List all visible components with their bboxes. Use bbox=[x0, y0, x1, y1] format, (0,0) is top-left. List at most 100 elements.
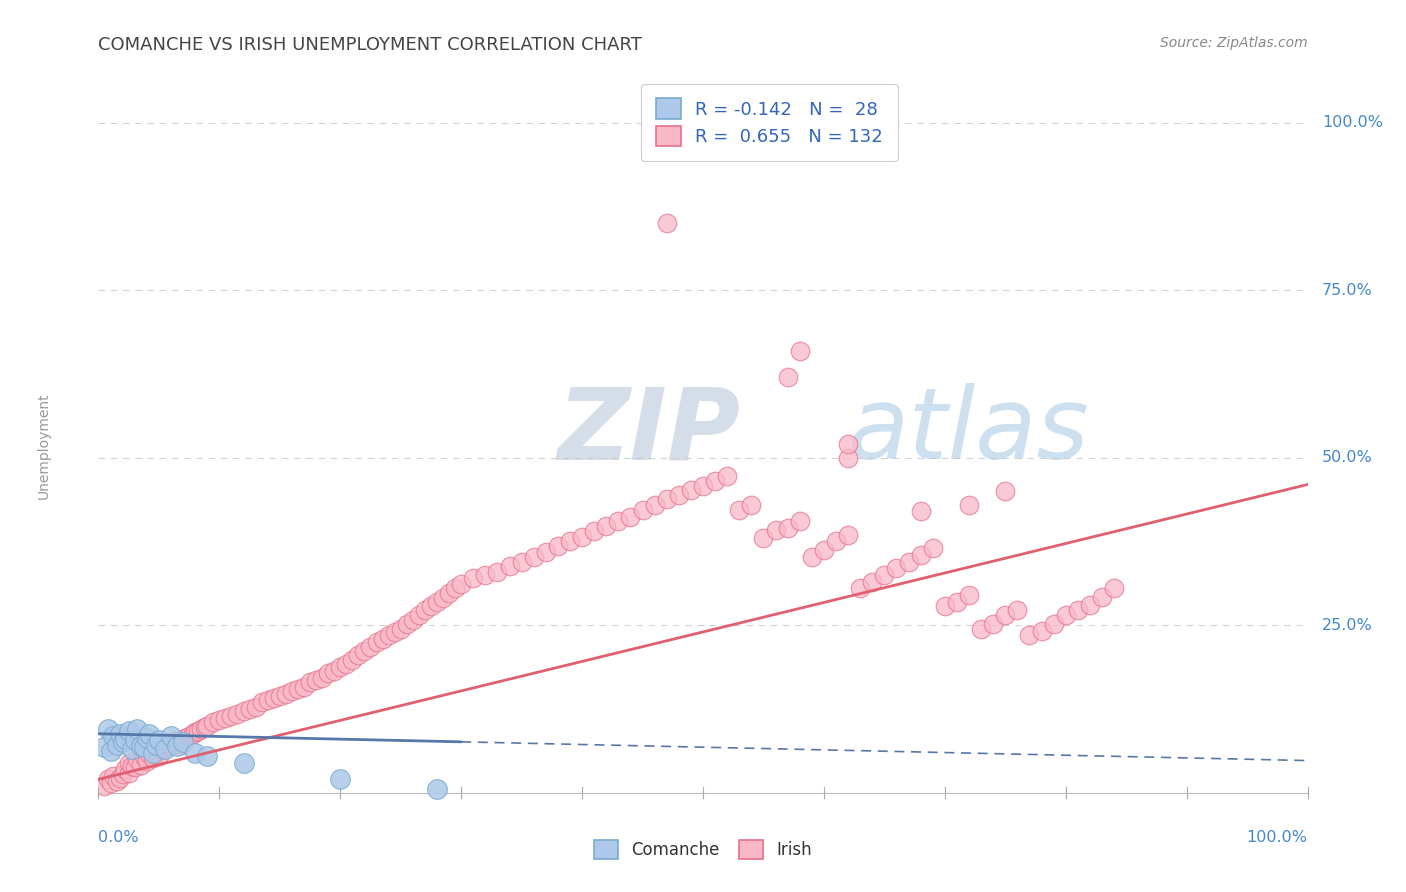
Point bbox=[316, 666, 339, 681]
Point bbox=[994, 484, 1017, 499]
Text: 50.0%: 50.0% bbox=[1322, 450, 1372, 466]
Point bbox=[1078, 598, 1101, 612]
Point bbox=[172, 735, 194, 749]
Point bbox=[281, 684, 304, 698]
Point bbox=[946, 595, 969, 609]
Point bbox=[101, 769, 124, 783]
Point bbox=[232, 704, 254, 718]
Point bbox=[153, 742, 176, 756]
Point bbox=[692, 479, 714, 493]
Point bbox=[129, 757, 152, 772]
Point bbox=[221, 708, 243, 723]
Point bbox=[402, 613, 425, 627]
Point bbox=[631, 503, 654, 517]
Point bbox=[825, 534, 848, 549]
Point bbox=[360, 640, 382, 654]
Point bbox=[474, 568, 496, 582]
Point bbox=[486, 565, 509, 579]
Point bbox=[860, 574, 883, 589]
Point bbox=[299, 675, 322, 690]
Text: atlas: atlas bbox=[848, 384, 1090, 480]
Point bbox=[105, 738, 128, 752]
Point bbox=[187, 724, 209, 739]
Point bbox=[849, 582, 872, 596]
Legend: Comanche, Irish: Comanche, Irish bbox=[588, 833, 818, 866]
Point bbox=[174, 731, 197, 745]
Point bbox=[157, 738, 180, 752]
Point bbox=[558, 534, 581, 549]
Point bbox=[873, 568, 896, 582]
Point bbox=[214, 711, 236, 725]
Point bbox=[655, 216, 678, 230]
Point bbox=[121, 759, 143, 773]
Point bbox=[256, 693, 278, 707]
Point bbox=[1042, 616, 1064, 631]
Point bbox=[100, 775, 122, 789]
Point bbox=[607, 515, 630, 529]
Point bbox=[105, 773, 128, 788]
Point bbox=[886, 561, 908, 575]
Text: ZIP: ZIP bbox=[558, 384, 741, 480]
Point bbox=[583, 524, 606, 539]
Point bbox=[740, 498, 762, 512]
Point bbox=[1091, 590, 1114, 604]
Point bbox=[426, 595, 449, 609]
Point bbox=[994, 608, 1017, 623]
Point bbox=[523, 549, 546, 564]
Point bbox=[111, 767, 134, 781]
Point bbox=[148, 748, 170, 763]
Point bbox=[194, 720, 217, 734]
Point bbox=[287, 681, 309, 696]
Point bbox=[716, 469, 738, 483]
Point bbox=[127, 722, 149, 736]
Text: 25.0%: 25.0% bbox=[1322, 618, 1372, 632]
Point bbox=[93, 740, 115, 755]
Text: 0.0%: 0.0% bbox=[98, 830, 139, 845]
Point bbox=[1067, 603, 1090, 617]
Point bbox=[108, 727, 131, 741]
Point bbox=[329, 772, 352, 787]
Point bbox=[335, 657, 357, 672]
Point bbox=[160, 729, 183, 743]
Point bbox=[444, 582, 467, 596]
Point bbox=[776, 521, 799, 535]
Point bbox=[93, 779, 115, 793]
Point bbox=[704, 474, 727, 488]
Point bbox=[981, 616, 1004, 631]
Point bbox=[181, 727, 204, 741]
Point bbox=[145, 746, 167, 760]
Point bbox=[413, 603, 436, 617]
Point bbox=[239, 702, 262, 716]
Point bbox=[142, 751, 165, 765]
Point bbox=[305, 673, 328, 688]
Point bbox=[679, 483, 702, 497]
Text: COMANCHE VS IRISH UNEMPLOYMENT CORRELATION CHART: COMANCHE VS IRISH UNEMPLOYMENT CORRELATI… bbox=[98, 36, 643, 54]
Point bbox=[800, 549, 823, 564]
Point bbox=[789, 343, 811, 358]
Point bbox=[450, 576, 472, 591]
Text: 75.0%: 75.0% bbox=[1322, 283, 1372, 298]
Point bbox=[134, 748, 156, 763]
Point bbox=[153, 740, 176, 755]
Point bbox=[329, 660, 352, 674]
Point bbox=[142, 746, 165, 760]
Point bbox=[534, 544, 557, 558]
Point bbox=[190, 722, 212, 736]
Point bbox=[160, 739, 183, 753]
Point bbox=[134, 740, 156, 755]
Point bbox=[389, 622, 412, 636]
Point bbox=[150, 742, 173, 756]
Point bbox=[111, 735, 134, 749]
Point bbox=[408, 608, 430, 623]
Point bbox=[668, 487, 690, 501]
Point bbox=[138, 747, 160, 761]
Point bbox=[837, 450, 859, 465]
Point bbox=[138, 727, 160, 741]
Point bbox=[124, 733, 146, 747]
Point bbox=[208, 714, 231, 728]
Point bbox=[172, 732, 194, 747]
Point bbox=[145, 738, 167, 752]
Point bbox=[135, 754, 157, 768]
Point bbox=[571, 530, 593, 544]
Point bbox=[1031, 624, 1053, 638]
